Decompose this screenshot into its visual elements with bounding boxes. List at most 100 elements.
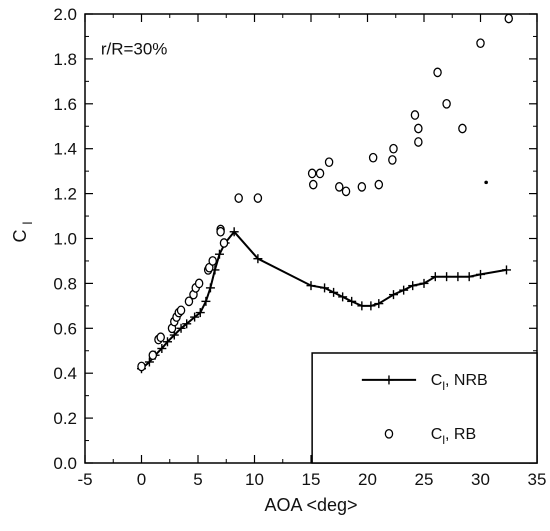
legend-label-nrb-sub: l	[442, 379, 445, 393]
data-point-rb	[324, 157, 334, 168]
y-axis-label: C l	[10, 221, 35, 242]
data-point-rb	[194, 278, 204, 289]
data-point-rb	[368, 152, 378, 163]
data-point-nrb	[253, 254, 263, 264]
data-point-nrb	[214, 249, 224, 259]
legend-box	[311, 352, 538, 464]
data-point-rb	[433, 67, 442, 78]
data-point-nrb	[306, 281, 316, 291]
chart-annotation: r/R=30%	[101, 39, 168, 58]
data-point-nrb	[162, 337, 172, 347]
y-tick-label: 0.6	[53, 319, 77, 338]
data-point-nrb	[357, 301, 367, 311]
y-tick-label: 1.8	[53, 50, 77, 69]
series-line-nrb	[140, 230, 507, 370]
y-tick-label: 0.2	[53, 409, 77, 428]
x-tick-label: 10	[245, 470, 264, 489]
data-point-rb	[504, 13, 513, 24]
data-point-rb	[148, 350, 158, 361]
data-point-rb	[341, 186, 351, 197]
legend: Cl, NRB Cl, RB	[311, 352, 538, 464]
data-point-rb	[414, 123, 423, 134]
data-point-nrb	[157, 344, 167, 354]
data-point-rb	[374, 179, 384, 190]
data-point-nrb	[347, 296, 357, 306]
y-tick-label: 1.2	[53, 185, 77, 204]
series-layer	[137, 13, 513, 374]
x-tick-label: 25	[415, 470, 434, 489]
stray-dot-mark	[484, 180, 488, 185]
y-tick-label: 2.0	[53, 5, 77, 24]
data-point-rb	[476, 38, 485, 49]
data-point-rb	[137, 361, 146, 372]
legend-label-nrb-main: C	[431, 372, 443, 389]
data-point-rb	[307, 168, 317, 179]
data-point-rb	[389, 143, 398, 154]
data-point-rb	[309, 179, 318, 190]
x-tick-label: 0	[137, 470, 146, 489]
data-point-rb	[234, 193, 243, 203]
x-tick-label: 15	[302, 470, 321, 489]
data-point-nrb	[195, 308, 205, 318]
legend-label-nrb: Cl, NRB	[431, 372, 488, 393]
legend-circle-marker	[384, 428, 394, 439]
x-tick-label: 30	[471, 470, 490, 489]
data-point-rb	[442, 98, 451, 109]
y-tick-label: 1.6	[53, 95, 77, 114]
data-point-rb	[216, 226, 225, 237]
data-point-rb	[388, 155, 397, 165]
data-point-rb	[156, 332, 165, 343]
legend-label-rb-sub: l	[442, 433, 445, 447]
data-point-rb	[410, 110, 420, 120]
data-point-nrb	[320, 283, 330, 293]
data-point-nrb	[329, 287, 339, 297]
x-axis-label: AOA <deg>	[264, 495, 357, 515]
data-point-nrb	[430, 272, 440, 282]
data-point-nrb	[408, 281, 418, 291]
legend-label-rb: Cl, RB	[431, 426, 476, 447]
y-axis-label-main: C	[10, 230, 30, 243]
y-tick-label: 0.0	[53, 454, 77, 473]
data-point-rb	[219, 238, 229, 248]
y-axis-label-sub: l	[20, 221, 35, 224]
data-point-rb	[334, 182, 344, 192]
data-point-nrb	[388, 290, 398, 300]
legend-label-rb-rest: , RB	[445, 426, 476, 443]
data-point-rb	[315, 168, 325, 179]
x-tick-label: 20	[358, 470, 377, 489]
data-point-nrb	[476, 269, 485, 279]
data-point-nrb	[338, 292, 348, 302]
data-point-rb	[458, 123, 467, 134]
data-point-nrb	[190, 312, 200, 322]
axis-tick-labels: -5 0 5 10 15 20 25 30 35 0.0 0.2 0.4 0.6 0.8 1.0 1.2 1.4…	[53, 5, 546, 489]
data-point-nrb	[182, 319, 192, 329]
legend-label-rb-main: C	[431, 426, 443, 443]
data-point-rb	[357, 182, 367, 192]
x-tick-label: 35	[528, 470, 547, 489]
data-point-rb	[253, 193, 263, 203]
data-point-rb	[208, 256, 217, 266]
legend-plus-marker	[384, 375, 394, 385]
y-tick-label: 1.0	[53, 230, 77, 249]
x-tick-label: 5	[193, 470, 202, 489]
data-point-nrb	[453, 272, 463, 282]
data-point-nrb	[419, 278, 429, 288]
data-point-nrb	[201, 296, 211, 306]
y-tick-label: 0.8	[53, 274, 77, 293]
data-point-nrb	[366, 301, 376, 311]
data-point-nrb	[374, 299, 384, 309]
data-point-rb	[184, 296, 194, 307]
data-point-nrb	[442, 272, 452, 282]
data-point-nrb	[501, 265, 511, 275]
series-rb	[137, 13, 513, 372]
data-point-nrb	[464, 272, 474, 282]
data-point-nrb	[176, 323, 186, 333]
y-tick-label: 0.4	[53, 364, 77, 383]
data-point-rb	[176, 305, 186, 316]
legend-marker-rb	[384, 428, 394, 439]
data-point-nrb	[205, 283, 215, 293]
x-tick-label: -5	[77, 470, 92, 489]
data-point-nrb	[229, 227, 239, 237]
y-tick-label: 1.4	[53, 140, 77, 159]
